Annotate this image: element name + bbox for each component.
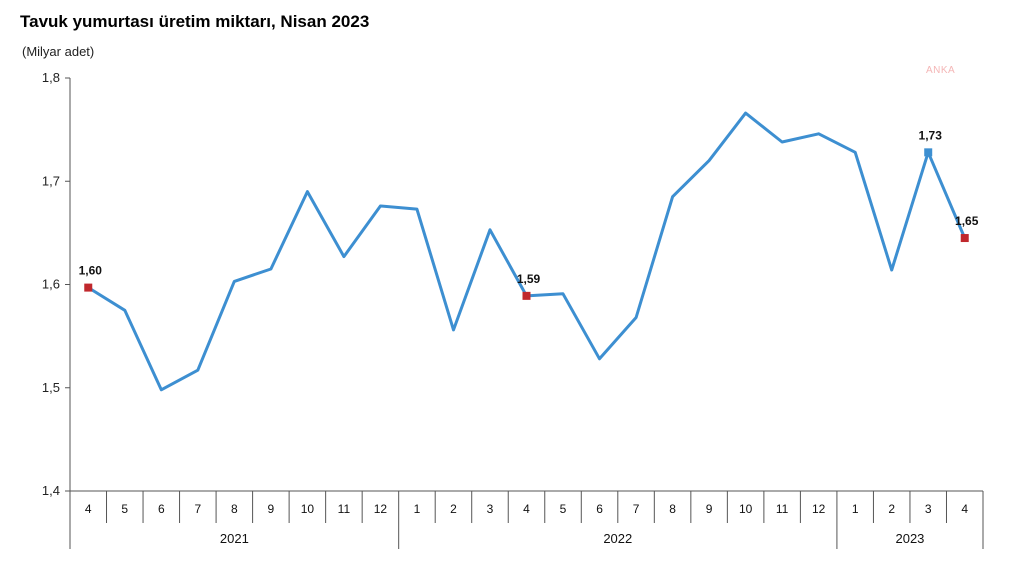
x-category-label: 8 xyxy=(231,502,238,516)
y-tick-label: 1,6 xyxy=(42,277,60,292)
data-label: 1,59 xyxy=(517,272,541,286)
x-category-label: 2 xyxy=(888,502,895,516)
x-category-label: 1 xyxy=(414,502,421,516)
y-tick-label: 1,8 xyxy=(42,70,60,85)
data-label: 1,60 xyxy=(79,264,103,278)
y-tick-label: 1,5 xyxy=(42,380,60,395)
data-point-marker xyxy=(924,148,933,157)
data-point-marker xyxy=(522,291,531,300)
x-category-label: 12 xyxy=(812,502,826,516)
x-category-label: 4 xyxy=(961,502,968,516)
x-category-label: 7 xyxy=(633,502,640,516)
x-category-label: 9 xyxy=(706,502,713,516)
x-category-label: 5 xyxy=(560,502,567,516)
data-label: 1,73 xyxy=(919,128,943,142)
x-category-label: 10 xyxy=(739,502,753,516)
x-category-label: 4 xyxy=(85,502,92,516)
y-axis-unit-label: (Milyar adet) xyxy=(22,44,95,59)
x-category-label: 6 xyxy=(158,502,165,516)
data-label: 1,65 xyxy=(955,214,979,228)
x-category-label: 3 xyxy=(925,502,932,516)
x-category-label: 6 xyxy=(596,502,603,516)
x-category-label: 11 xyxy=(776,502,789,516)
x-category-label: 8 xyxy=(669,502,676,516)
x-category-label: 9 xyxy=(268,502,275,516)
y-tick-label: 1,4 xyxy=(42,483,60,498)
x-category-label: 2 xyxy=(450,502,457,516)
year-group-label: 2023 xyxy=(895,531,924,546)
x-category-label: 11 xyxy=(338,502,351,516)
data-point-marker xyxy=(960,234,969,243)
x-category-label: 7 xyxy=(194,502,201,516)
chart-title: Tavuk yumurtası üretim miktarı, Nisan 20… xyxy=(20,12,370,31)
y-tick-label: 1,7 xyxy=(42,173,60,188)
x-category-label: 12 xyxy=(374,502,388,516)
series-line xyxy=(86,111,967,392)
x-category-label: 1 xyxy=(852,502,859,516)
year-group-label: 2021 xyxy=(220,531,249,546)
x-category-label: 3 xyxy=(487,502,494,516)
x-category-label: 5 xyxy=(121,502,128,516)
data-point-marker xyxy=(84,283,93,292)
x-category-label: 4 xyxy=(523,502,530,516)
x-category-label: 10 xyxy=(301,502,315,516)
year-group-label: 2022 xyxy=(603,531,632,546)
watermark: ANKA xyxy=(926,65,956,76)
